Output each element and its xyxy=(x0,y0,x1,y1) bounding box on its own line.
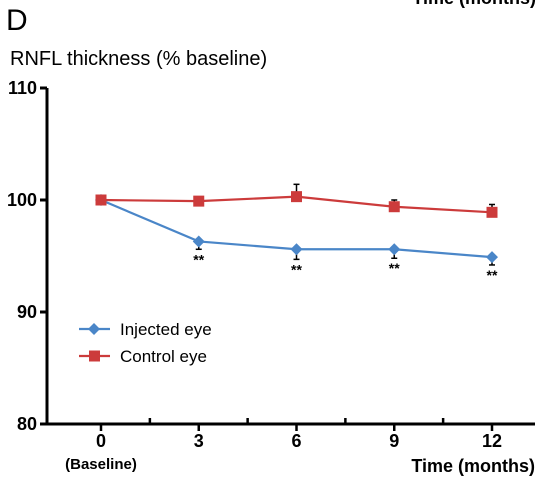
legend-item-injected-eye: Injected eye xyxy=(79,320,212,339)
data-point xyxy=(193,195,205,207)
data-point xyxy=(486,251,498,264)
data-point xyxy=(290,243,303,256)
legend-marker xyxy=(89,350,100,362)
significance-label: ** xyxy=(389,260,400,276)
data-point xyxy=(486,206,498,218)
y-tick-label-110: 110 xyxy=(8,78,37,98)
legend-marker xyxy=(88,323,100,335)
x-tick-label-9: 9 xyxy=(389,431,399,451)
significance-label: ** xyxy=(291,261,302,277)
x-tick-sublabel: (Baseline) xyxy=(65,456,137,473)
series-injected-eye: ** ** ** ** xyxy=(95,194,498,283)
legend: Injected eye Control eye xyxy=(79,320,212,366)
series-layer: ** ** ** ** xyxy=(95,183,498,283)
significance-label: ** xyxy=(193,251,204,267)
series-control-eye xyxy=(95,183,498,218)
axes: 80 90 100 110 0 3 6 9 12 (Baseline) Time (months) xyxy=(7,78,535,476)
data-point xyxy=(291,191,302,203)
clipped-axis-title: Time (months) xyxy=(412,0,536,9)
y-tick-label-100: 100 xyxy=(7,190,37,210)
x-axis-title: Time (months) xyxy=(411,456,535,476)
legend-label: Injected eye xyxy=(120,320,212,339)
x-tick-label-12: 12 xyxy=(482,431,502,451)
y-tick-label-90: 90 xyxy=(17,302,37,322)
x-tick-label-3: 3 xyxy=(194,431,204,451)
data-point xyxy=(388,243,401,256)
x-tick-label-0: 0 xyxy=(96,431,106,451)
y-axis-title: RNFL thickness (% baseline) xyxy=(10,48,268,70)
panel-label: D xyxy=(6,4,28,37)
data-point xyxy=(388,201,400,213)
legend-label: Control eye xyxy=(120,347,207,366)
legend-item-control-eye: Control eye xyxy=(79,347,207,366)
data-point xyxy=(192,235,205,248)
significance-label: ** xyxy=(487,267,498,283)
y-tick-label-80: 80 xyxy=(17,414,37,434)
x-tick-label-6: 6 xyxy=(291,431,301,451)
data-point xyxy=(95,194,107,206)
